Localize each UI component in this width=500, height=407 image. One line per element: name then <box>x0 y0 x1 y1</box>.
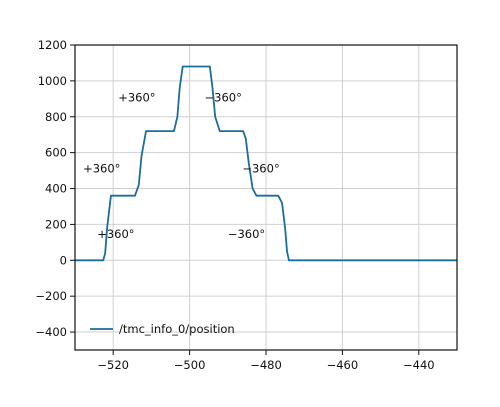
y-tick-label: 800 <box>45 110 67 124</box>
y-tick-label: 600 <box>45 146 67 160</box>
annotation-label: +360° <box>97 227 134 241</box>
x-tick-label: −480 <box>250 358 282 372</box>
annotation-label: −360° <box>242 161 279 175</box>
y-tick-label: 400 <box>45 182 67 196</box>
x-tick-label: −440 <box>403 358 435 372</box>
annotation-label: +360° <box>83 161 120 175</box>
annotation-label: +360° <box>118 91 155 105</box>
y-tick-label: 1200 <box>38 38 67 52</box>
x-tick-label: −500 <box>174 358 206 372</box>
annotation-label: −360° <box>228 227 265 241</box>
y-tick-label: −400 <box>35 325 67 339</box>
y-tick-label: 1000 <box>38 74 67 88</box>
series-line <box>75 65 457 262</box>
plot-frame <box>74 44 458 351</box>
x-tick-label: −460 <box>327 358 359 372</box>
x-tick-label: −520 <box>97 358 129 372</box>
y-tick-label: 200 <box>45 217 67 231</box>
legend-label: /tmc_info_0/position <box>119 322 235 336</box>
y-tick-label: 0 <box>60 253 67 267</box>
y-tick-label: −200 <box>35 289 67 303</box>
annotation-label: −360° <box>205 91 242 105</box>
